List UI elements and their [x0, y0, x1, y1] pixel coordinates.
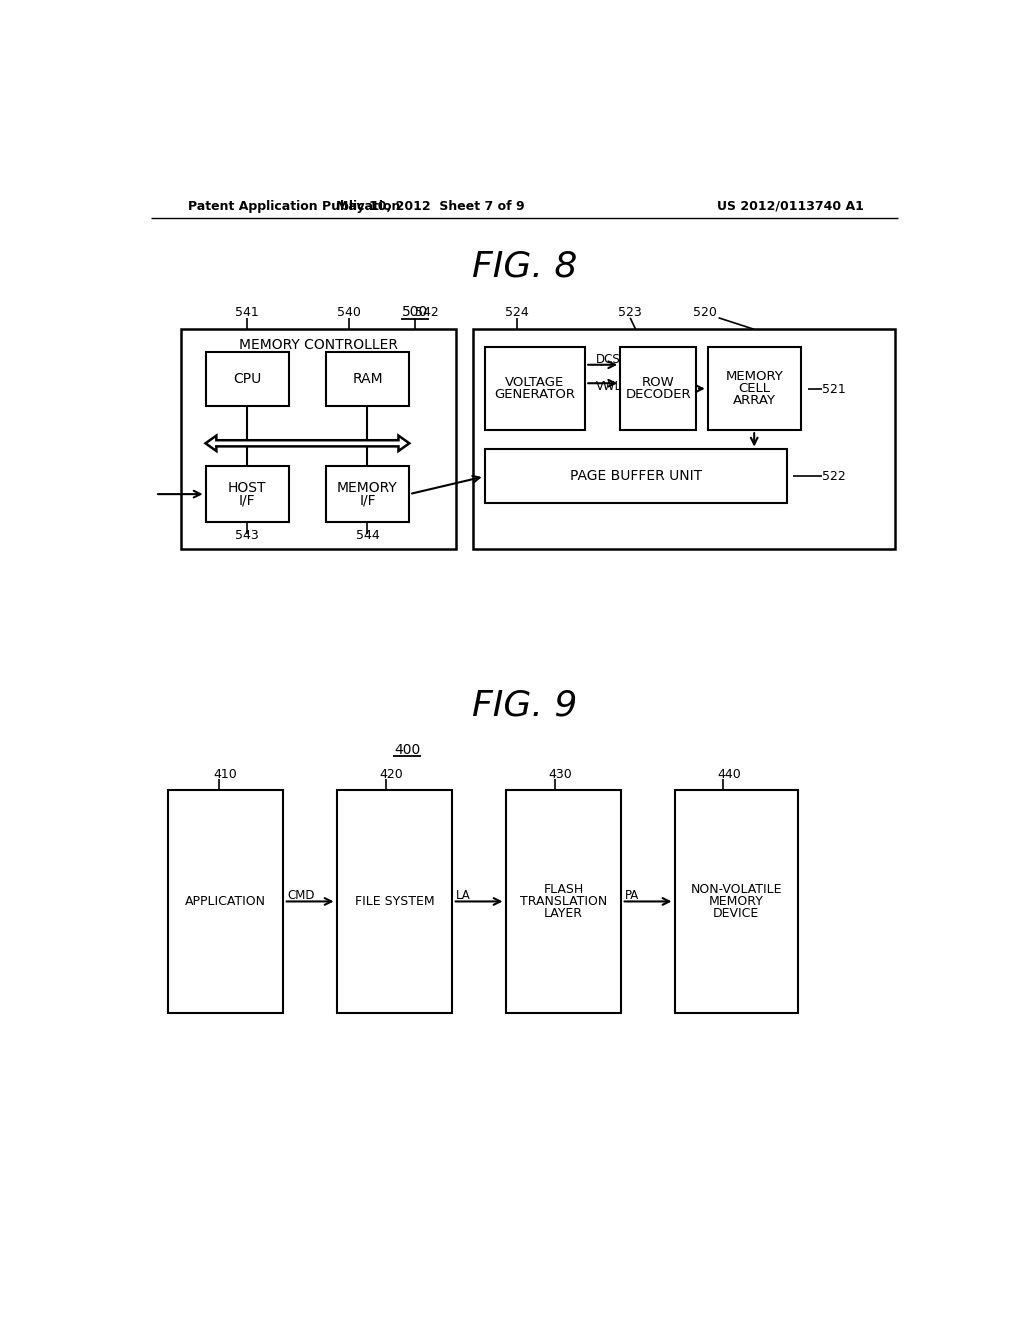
Text: 430: 430 [549, 768, 572, 781]
Text: 524: 524 [505, 306, 529, 319]
Text: DECODER: DECODER [626, 388, 691, 401]
Text: GENERATOR: GENERATOR [495, 388, 575, 401]
Text: FIG. 8: FIG. 8 [472, 249, 578, 284]
Text: TRANSLATION: TRANSLATION [520, 895, 607, 908]
Text: FILE SYSTEM: FILE SYSTEM [354, 895, 434, 908]
Text: MEMORY: MEMORY [725, 370, 783, 383]
Text: 541: 541 [234, 306, 258, 319]
Text: LAYER: LAYER [544, 907, 583, 920]
Bar [337, 789, 452, 1014]
Text: Patent Application Publication: Patent Application Publication [188, 199, 400, 213]
Text: I/F: I/F [359, 494, 376, 507]
Text: 500: 500 [401, 305, 428, 319]
Text: NON-VOLATILE: NON-VOLATILE [690, 883, 782, 896]
Text: PA: PA [625, 888, 639, 902]
Text: 400: 400 [394, 743, 420, 756]
Text: FIG. 9: FIG. 9 [472, 688, 578, 722]
Text: 540: 540 [337, 306, 360, 319]
Bar [675, 789, 798, 1014]
Text: VWL: VWL [595, 380, 622, 393]
Text: VOLTAGE: VOLTAGE [505, 376, 564, 389]
Text: CMD: CMD [287, 888, 314, 902]
Text: ROW: ROW [642, 376, 675, 389]
Text: I/F: I/F [239, 494, 256, 507]
Bar [206, 352, 289, 407]
Text: HOST: HOST [228, 480, 266, 495]
Text: ARRAY: ARRAY [733, 395, 776, 408]
Text: US 2012/0113740 A1: US 2012/0113740 A1 [717, 199, 864, 213]
Bar [708, 347, 801, 430]
Text: May 10, 2012  Sheet 7 of 9: May 10, 2012 Sheet 7 of 9 [336, 199, 524, 213]
Text: DCS: DCS [596, 352, 621, 366]
Text: 521: 521 [821, 383, 846, 396]
Text: MEMORY CONTROLLER: MEMORY CONTROLLER [239, 338, 397, 351]
Text: 520: 520 [693, 306, 718, 319]
Text: LA: LA [456, 888, 471, 902]
Bar [180, 330, 456, 549]
Text: MEMORY: MEMORY [337, 480, 398, 495]
Text: PAGE BUFFER UNIT: PAGE BUFFER UNIT [569, 470, 701, 483]
Bar [326, 352, 410, 407]
Text: 544: 544 [355, 529, 379, 543]
Text: 543: 543 [236, 529, 259, 543]
Bar [473, 330, 895, 549]
Text: 410: 410 [213, 768, 237, 781]
Text: FLASH: FLASH [544, 883, 584, 896]
Text: 523: 523 [618, 306, 642, 319]
Polygon shape [206, 436, 410, 451]
Bar [506, 789, 621, 1014]
Bar [206, 466, 289, 521]
Bar [621, 347, 696, 430]
Text: RAM: RAM [352, 372, 383, 387]
Bar [326, 466, 410, 521]
Text: DEVICE: DEVICE [714, 907, 760, 920]
Text: APPLICATION: APPLICATION [185, 895, 266, 908]
Text: 522: 522 [821, 470, 846, 483]
Text: 420: 420 [380, 768, 403, 781]
Bar [484, 449, 786, 503]
Text: MEMORY: MEMORY [709, 895, 764, 908]
Text: CELL: CELL [738, 381, 770, 395]
Bar [484, 347, 586, 430]
Bar [168, 789, 283, 1014]
Text: 542: 542 [415, 306, 438, 319]
Text: CPU: CPU [233, 372, 261, 387]
Text: 440: 440 [718, 768, 741, 781]
